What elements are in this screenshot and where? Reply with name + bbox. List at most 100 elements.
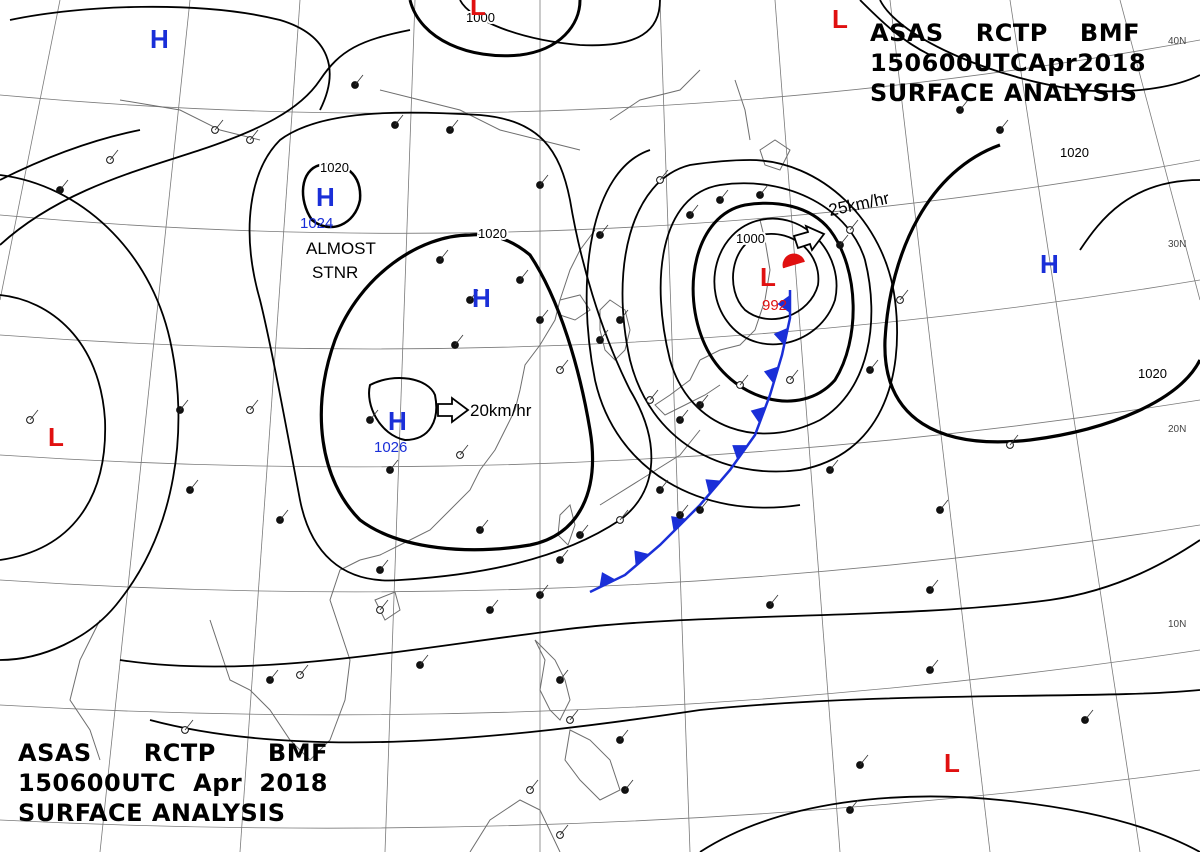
title-station: RCTP (143, 739, 216, 767)
wind-barb (1009, 434, 1019, 446)
isobar-labels: 1000 1020 1020 1020 1020 1000 1020 (318, 8, 1169, 383)
isobar-label: 1020 (1138, 366, 1167, 381)
almost-stationary-line1: ALMOST (306, 239, 376, 258)
wind-barb (369, 409, 379, 421)
cold-front-triangle (705, 479, 721, 495)
wind-barb (769, 594, 779, 606)
wind-barb (469, 289, 479, 301)
wind-barb (454, 334, 464, 346)
title-code: BMF (267, 739, 328, 767)
wind-barb (679, 409, 689, 421)
wind-barb (299, 664, 309, 676)
low-center-value: 992 (762, 297, 787, 314)
wind-barb (789, 369, 799, 381)
wind-barb (899, 289, 909, 301)
cold-front-triangle (732, 445, 748, 460)
wind-barb (929, 579, 939, 591)
motion-arrow-low (792, 224, 826, 252)
wind-barb (539, 174, 549, 186)
high-center-marker: H (1040, 249, 1059, 279)
wind-barb (619, 509, 629, 521)
title-line2: 150600UTC Apr 2018 (870, 48, 1146, 78)
wind-barb (559, 824, 569, 836)
wind-barb (849, 799, 859, 811)
title-line2: 150600UTC Apr 2018 (18, 768, 328, 798)
title-block-top: ASAS RCTP BMF 150600UTC Apr 2018 SURFACE… (870, 18, 1146, 108)
wind-barb (529, 779, 539, 791)
wind-barb (249, 129, 259, 141)
isobar-label: 1000 (466, 10, 495, 25)
isobar-label: 1000 (736, 231, 765, 246)
title-product: SURFACE ANALYSIS (870, 79, 1138, 107)
wind-barb (599, 329, 609, 341)
wind-barb (559, 549, 569, 561)
title-time: 150600UTC (870, 49, 1029, 77)
wind-barb (999, 119, 1009, 131)
annotations: ALMOST STNR 20km/hr 25km/hr (306, 188, 891, 424)
wind-barb (389, 459, 399, 471)
cold-front-triangle (599, 572, 616, 588)
low-center-marker: L (832, 4, 848, 34)
low-center-marker: L (944, 748, 960, 778)
wind-barb (859, 754, 869, 766)
high-center-marker: H (472, 283, 491, 313)
title-year: 2018 (1077, 49, 1147, 77)
high-center-value: 1026 (374, 439, 407, 456)
wind-barb (109, 149, 119, 161)
wind-barb (759, 184, 769, 196)
lat-label-30n: 30N (1168, 239, 1186, 250)
isobar-label: 1020 (478, 226, 507, 241)
high-center-value: 1024 (300, 215, 333, 232)
wind-barb (829, 459, 839, 471)
wind-barb (659, 479, 669, 491)
wind-barb (849, 219, 859, 231)
wind-barb (869, 359, 879, 371)
wind-barb (599, 224, 609, 236)
latitude-labels: 40N 30N 20N 10N (1168, 36, 1186, 630)
wind-barb (519, 269, 529, 281)
title-product: SURFACE ANALYSIS (18, 799, 286, 827)
lat-label-40n: 40N (1168, 36, 1186, 47)
wind-barb (649, 389, 659, 401)
cold-front-triangle (777, 295, 790, 313)
pressure-centers: H 1024 H 1026 H H H L 992 L L L L (48, 0, 1059, 778)
wind-barb (739, 374, 749, 386)
title-month: Apr (1028, 49, 1078, 77)
high-center-marker: H (388, 406, 407, 436)
wind-barb (839, 234, 849, 246)
wind-barb (959, 99, 969, 111)
title-agency: ASAS (18, 739, 92, 767)
wind-barb (379, 559, 389, 571)
wind-barb (679, 504, 689, 516)
wind-barb (619, 729, 629, 741)
wind-barb (354, 74, 364, 86)
high-center-marker: H (150, 24, 169, 54)
wind-barb (619, 309, 629, 321)
wind-barb (379, 599, 389, 611)
motion-speed-high: 20km/hr (470, 401, 532, 420)
title-year: 2018 (259, 769, 328, 797)
wind-barb (179, 399, 189, 411)
title-agency: ASAS (870, 19, 944, 47)
low-center-marker: L (760, 262, 776, 292)
wind-barb (579, 524, 589, 536)
title-block-bottom: ASAS RCTP BMF 150600UTC Apr 2018 SURFACE… (18, 738, 328, 828)
wind-barb (214, 119, 224, 131)
cold-front-triangle (763, 366, 779, 384)
wind-barb (539, 584, 549, 596)
station-plots (26, 74, 1094, 839)
cold-front-triangle (671, 516, 687, 532)
wind-barb (419, 654, 429, 666)
wind-barb (189, 479, 199, 491)
low-center-marker: L (48, 422, 64, 452)
wind-barb (479, 519, 489, 531)
wind-barb (449, 119, 459, 131)
wind-barb (249, 399, 259, 411)
wind-barb (569, 709, 579, 721)
wind-barb (459, 444, 469, 456)
title-month: Apr (193, 769, 243, 797)
wind-barb (929, 659, 939, 671)
